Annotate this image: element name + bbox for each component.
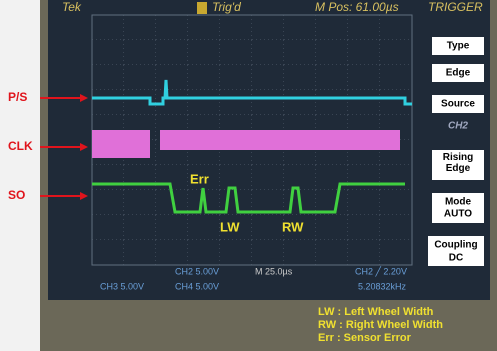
menu-label: Source — [441, 99, 475, 110]
ch2-scale: CH2 5.00V — [175, 266, 219, 276]
frequency: 5.20832kHz — [358, 281, 407, 291]
signal-label: CLK — [8, 139, 33, 153]
menu-label: Coupling — [434, 240, 477, 251]
menu-value: AUTO — [444, 209, 472, 220]
status: Trig'd — [212, 0, 241, 14]
menu-value: CH2 — [448, 121, 468, 132]
legend-entry: RW : Right Wheel Width — [318, 319, 443, 331]
trigger-icon — [197, 2, 207, 14]
marker: RW — [282, 219, 304, 234]
marker: Err — [190, 171, 209, 186]
menu-label-box: Rising Edge — [432, 150, 484, 180]
menu-label: Type — [447, 41, 470, 52]
marker: LW — [220, 219, 240, 234]
oscilloscope-photo: Tek Trig'd M Pos: 61.00µs TRIGGER Type E… — [0, 0, 497, 351]
menu-label: Rising Edge — [432, 150, 484, 174]
ch3-scale: CH3 5.00V — [100, 281, 144, 291]
ch4-scale: CH4 5.00V — [175, 281, 219, 291]
menu-label: Mode — [445, 197, 472, 208]
clk-trace — [160, 130, 400, 150]
position: M Pos: 61.00µs — [315, 0, 399, 14]
legend-entry: LW : Left Wheel Width — [318, 306, 434, 318]
timebase: M 25.0µs — [255, 266, 293, 276]
clk-trace — [92, 130, 150, 158]
brand: Tek — [62, 0, 82, 14]
menu-value: DC — [449, 253, 463, 264]
legend-entry: Err : Sensor Error — [318, 332, 412, 344]
trigger-level: CH2 ╱ 2.20V — [355, 265, 407, 277]
signal-label: SO — [8, 188, 25, 202]
signal-label: P/S — [8, 90, 27, 104]
menu-value: Edge — [446, 68, 471, 79]
menu-title: TRIGGER — [428, 0, 483, 14]
